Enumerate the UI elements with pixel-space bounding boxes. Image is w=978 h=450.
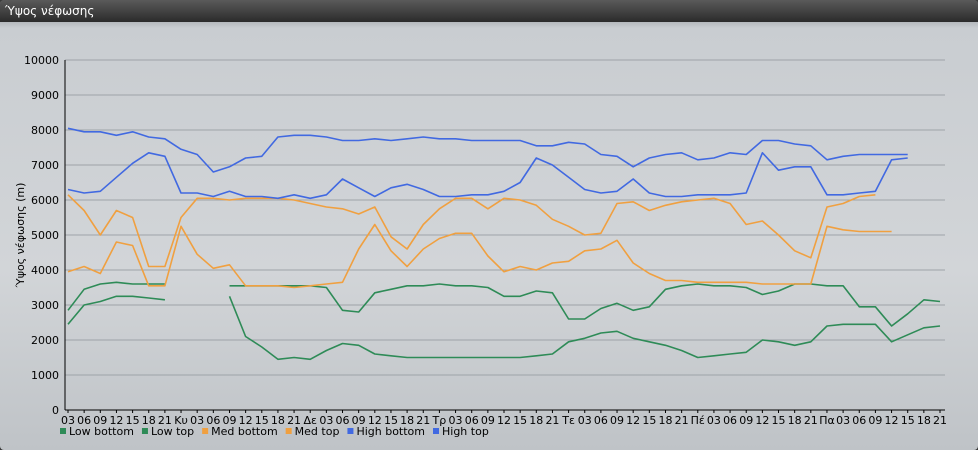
legend-label: Med bottom [211, 425, 278, 438]
x-tick-label: 03 [578, 414, 592, 427]
x-tick-label: 21 [416, 414, 430, 427]
series-line-low-bottom [67, 295, 941, 361]
x-tick-label: 03 [707, 414, 721, 427]
y-tick-label: 6000 [31, 194, 59, 207]
x-tick-label: 09 [93, 414, 107, 427]
x-tick-label: 06 [206, 414, 220, 427]
x-tick-label: 18 [529, 414, 543, 427]
y-tick-labels: 0 1000 2000 3000 4000 5000 6000 7000 8000 9000 100… [24, 54, 59, 417]
y-axis-label: Ύψος νέφωσης (m) [14, 183, 27, 289]
x-tick-label: 12 [239, 414, 253, 427]
legend-swatch [202, 428, 209, 434]
legend-swatch [433, 428, 439, 434]
y-tick-label: 1000 [31, 369, 59, 382]
x-tick-label: Πα [819, 414, 835, 427]
x-tick-label: 18 [917, 414, 931, 427]
x-tick-label: 12 [109, 414, 123, 427]
x-tick-label: 12 [885, 414, 899, 427]
y-tick-label: 2000 [31, 334, 59, 347]
legend-swatch [285, 428, 292, 434]
y-tick-label: 10000 [24, 54, 59, 67]
x-tick-label: 06 [336, 414, 350, 427]
cloud-height-chart: 0 1000 2000 3000 4000 5000 6000 7000 8000 9000 100… [14, 54, 947, 438]
y-tick-label: 0 [52, 404, 59, 417]
x-tick-label: 09 [868, 414, 882, 427]
x-tick-label: 03 [319, 414, 333, 427]
legend-label: Low bottom [69, 425, 134, 438]
series-line-high-bottom [67, 152, 908, 200]
x-tick-label: 03 [190, 414, 204, 427]
x-tick-label: 18 [788, 414, 802, 427]
legend: Low bottom Low top Med bottom Med top High b… [60, 425, 489, 438]
x-tick-label: 06 [77, 414, 91, 427]
x-tick-label: 06 [852, 414, 866, 427]
x-tick-label: 09 [222, 414, 236, 427]
y-tick-label: 7000 [31, 159, 59, 172]
x-tick-label: 18 [142, 414, 156, 427]
series-line-med-top [67, 194, 876, 268]
x-tick-label: Τε [561, 414, 575, 427]
x-tick-label: 15 [772, 414, 786, 427]
x-tick-label: 15 [642, 414, 656, 427]
y-tick-label: 9000 [31, 89, 59, 102]
x-tick-label: 18 [271, 414, 285, 427]
x-tick-label: 15 [384, 414, 398, 427]
x-tick-label: 15 [255, 414, 269, 427]
y-tick-label: 8000 [31, 124, 59, 137]
x-tick-label: 06 [723, 414, 737, 427]
legend-label: High top [442, 425, 489, 438]
x-tick-labels: 03 06 09 12 15 18 21 Κυ 03 06 09 12 15 18 21 Δε 03 06 09 12… [61, 410, 947, 427]
x-tick-label: 09 [481, 414, 495, 427]
x-tick-label: 21 [158, 414, 172, 427]
x-tick-label: 09 [610, 414, 624, 427]
x-tick-label: 12 [368, 414, 382, 427]
x-tick-label: 06 [465, 414, 479, 427]
series-line-high-top [67, 127, 908, 173]
series-line-med-bottom [67, 223, 892, 289]
legend-swatch [141, 428, 148, 434]
chart-area: 0 1000 2000 3000 4000 5000 6000 7000 8000 9000 100… [0, 22, 978, 450]
x-tick-label: 03 [449, 414, 463, 427]
x-tick-label: Κυ [174, 414, 188, 427]
y-tick-label: 5000 [31, 229, 59, 242]
x-tick-label: 21 [804, 414, 818, 427]
x-tick-label: 15 [901, 414, 915, 427]
legend-label: Low top [151, 425, 194, 438]
x-tick-label: 15 [513, 414, 527, 427]
legend-swatch [60, 428, 66, 434]
x-tick-label: 21 [933, 414, 947, 427]
x-tick-label: 15 [126, 414, 140, 427]
x-tick-label: 06 [594, 414, 608, 427]
legend-swatch [347, 428, 354, 434]
x-tick-label: 12 [755, 414, 769, 427]
legend-label: High bottom [356, 425, 425, 438]
grid-lines [65, 59, 945, 411]
x-tick-label: Τρ [432, 414, 447, 427]
y-tick-label: 4000 [31, 264, 59, 277]
window-title: Ύψος νέφωσης [0, 0, 978, 22]
x-tick-label: 03 [61, 414, 75, 427]
x-tick-label: Πέ [691, 414, 705, 427]
x-tick-label: 18 [658, 414, 672, 427]
x-tick-label: 09 [352, 414, 366, 427]
axes [64, 60, 945, 411]
legend-label: Med top [295, 425, 340, 438]
series-line-low-top [67, 281, 941, 327]
x-tick-label: 21 [545, 414, 559, 427]
y-tick-label: 3000 [31, 299, 59, 312]
x-tick-label: 12 [626, 414, 640, 427]
x-tick-label: Δε [303, 414, 317, 427]
x-tick-label: 03 [836, 414, 850, 427]
x-tick-label: 21 [287, 414, 301, 427]
x-tick-label: 09 [739, 414, 753, 427]
x-tick-label: 18 [400, 414, 414, 427]
x-tick-label: 21 [675, 414, 689, 427]
x-tick-label: 12 [497, 414, 511, 427]
series-lines [67, 127, 941, 361]
